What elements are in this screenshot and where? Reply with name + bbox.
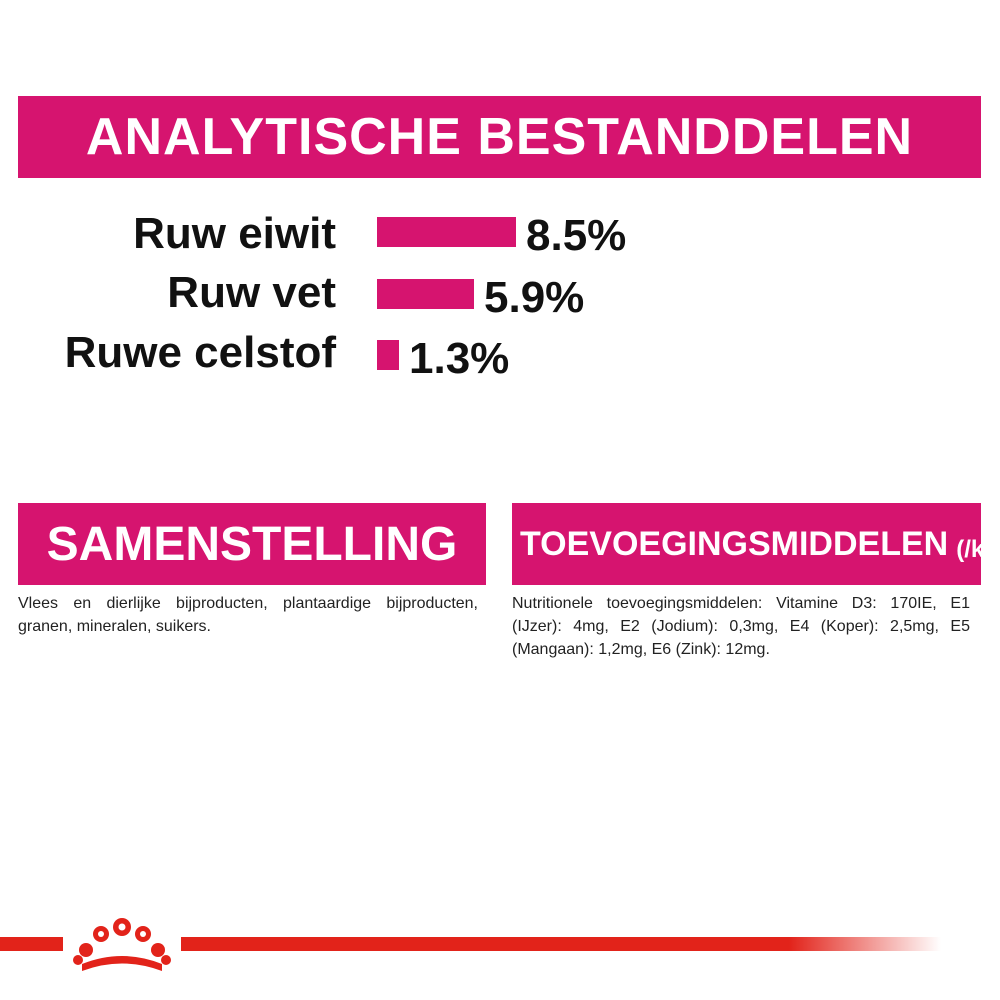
analytical-constituents-title: ANALYTISCHE BESTANDDELEN [85,108,914,166]
royal-canin-crown-icon [73,918,171,971]
nutrient-value-protein: 8.5% [526,211,627,260]
nutrient-value-fat: 5.9% [484,273,585,322]
additives-title-unit: (/kg) [956,536,981,563]
composition-title: SAMENSTELLING [46,517,458,571]
nutrient-label-protein: Ruw eiwit [133,209,336,258]
footer-stripe-left [0,937,63,951]
composition-text: Vlees en dierlijke bijproducten, plantaa… [18,595,478,635]
nutrient-bar-protein [377,217,516,247]
footer-stripe-right [181,937,941,951]
composition-banner: SAMENSTELLING [18,503,486,585]
additives-text: Nutritionele toevoegingsmiddelen: Vitami… [512,595,970,658]
nutrient-label-fiber: Ruwe celstof [64,328,336,377]
additives-title: TOEVOEGINGSMIDDELEN [520,524,949,563]
analytical-constituents-banner: ANALYTISCHE BESTANDDELEN [18,96,981,178]
nutrient-value-fiber: 1.3% [409,334,510,383]
nutrient-label-fat: Ruw vet [167,268,336,317]
additives-banner: TOEVOEGINGSMIDDELEN (/kg) [512,503,981,585]
nutrient-bar-fat [377,279,474,309]
nutrient-bar-fiber [377,340,399,370]
